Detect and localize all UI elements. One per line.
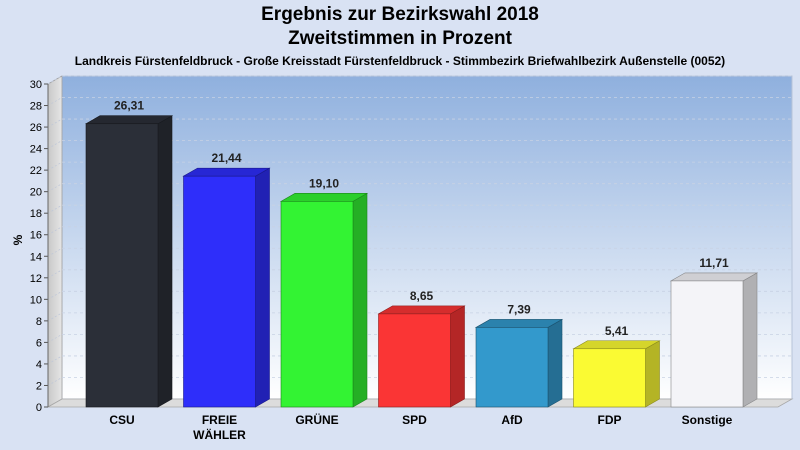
- gridline-side: [47, 226, 63, 236]
- bar-grüne: [279, 192, 369, 408]
- gridline-side: [47, 183, 63, 193]
- y-tick-label: 24: [30, 144, 42, 156]
- bar-front: [573, 348, 646, 408]
- y-tick-label: 20: [30, 187, 42, 199]
- bar-front: [670, 280, 744, 408]
- gridline-side: [47, 312, 63, 322]
- gridline-side: [47, 118, 63, 128]
- data-label: 21,44: [211, 151, 241, 165]
- bar-side: [352, 192, 368, 408]
- y-tick-label: 2: [36, 380, 42, 392]
- y-tick-label: 26: [30, 122, 42, 134]
- gridline-side: [47, 290, 63, 300]
- x-tick-label: GRÜNE: [295, 412, 338, 427]
- bar-side: [255, 167, 270, 408]
- y-tick-label: 0: [36, 402, 42, 414]
- x-tick-label: FREIE WÄHLER: [193, 413, 246, 442]
- bar-top: [572, 340, 661, 350]
- x-tick-label: AfD: [501, 413, 523, 427]
- y-tick-label: 14: [30, 251, 42, 263]
- bar-spd: [377, 305, 466, 408]
- gridline-side: [47, 75, 63, 85]
- y-tick-label: 8: [36, 316, 42, 328]
- chart-subtitle: Zweitstimmen in Prozent: [288, 28, 512, 49]
- gridline-side: [47, 334, 63, 343]
- bar-csu: [84, 115, 174, 408]
- bar-front: [378, 313, 451, 408]
- gridline-side: [47, 97, 63, 106]
- bar-fdp: [572, 340, 661, 408]
- data-label: 19,10: [309, 176, 339, 190]
- bar-top: [84, 115, 174, 125]
- bar-side: [547, 318, 563, 408]
- gridline-side: [47, 269, 63, 279]
- x-tick-label: CSU: [109, 413, 134, 427]
- bar-top: [377, 305, 466, 315]
- bar-front: [280, 201, 354, 408]
- data-label: 8,65: [410, 289, 434, 303]
- bar-front: [85, 123, 159, 408]
- y-axis-label: %: [11, 234, 25, 245]
- data-label: 26,31: [114, 99, 144, 113]
- bar-front: [475, 327, 549, 408]
- y-tick-label: 6: [36, 337, 42, 349]
- data-label: 11,71: [699, 256, 729, 270]
- x-tick-label: Sonstige: [682, 413, 733, 427]
- y-tick-label: 4: [36, 359, 42, 371]
- bar-side: [645, 340, 660, 408]
- bar-top: [669, 272, 759, 282]
- gridline-side: [47, 204, 63, 214]
- bar-top: [279, 193, 369, 202]
- bar-front: [183, 175, 256, 408]
- data-label: 7,39: [507, 302, 531, 316]
- y-tick-label: 16: [30, 230, 42, 242]
- data-label: 5,41: [605, 324, 629, 338]
- y-tick-label: 30: [30, 79, 42, 91]
- y-tick-label: 10: [30, 294, 42, 306]
- bar-sonstige: [669, 272, 759, 408]
- gridline-side: [47, 355, 63, 365]
- y-tick-label: 28: [30, 101, 42, 113]
- gridline-side: [47, 247, 63, 257]
- bar-side: [450, 305, 465, 408]
- x-tick-label: SPD: [402, 413, 427, 427]
- y-tick-label: 12: [30, 273, 42, 285]
- gridline-side: [47, 377, 63, 386]
- bar-top: [182, 167, 271, 177]
- y-tick-label: 22: [30, 165, 42, 177]
- bar-top: [474, 319, 564, 328]
- bar-side: [742, 272, 758, 408]
- chart-title: Ergebnis zur Bezirkswahl 2018: [261, 4, 539, 25]
- gridline-side: [47, 140, 63, 149]
- gridline-side: [47, 161, 63, 171]
- x-tick-label: FDP: [598, 413, 622, 427]
- bar-side: [157, 115, 173, 408]
- y-tick-label: 18: [30, 208, 42, 220]
- bar-freie-wähler: [182, 167, 271, 408]
- chart-description: Landkreis Fürstenfeldbruck - Große Kreis…: [74, 54, 726, 68]
- bar-afd: [474, 318, 564, 408]
